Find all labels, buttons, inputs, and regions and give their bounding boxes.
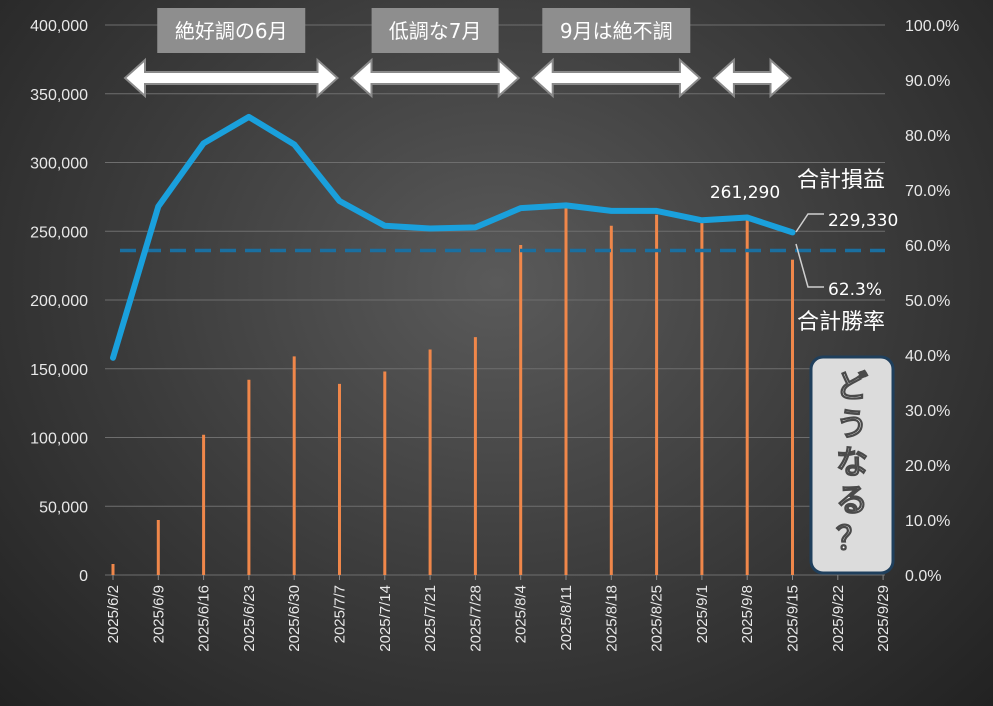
right-tick-label: 100.0% [905,18,959,35]
x-tick-label: 2025/7/28 [467,585,484,652]
right-tick-label: 40.0% [905,348,950,365]
x-tick-label: 2025/6/2 [105,585,122,643]
period-banner-label: 絶好調の6月 [175,19,288,43]
right-tick-label: 10.0% [905,513,950,530]
bar [428,349,432,575]
series-label-winrate: 合計勝率 [797,310,885,335]
x-tick-label: 2025/9/8 [739,585,756,643]
right-axis-ticks: 0.0% 10.0% 20.0% 30.0% 40.0% 50.0% 60.0% 70.0% 8… [905,18,959,585]
bar [202,434,206,575]
bar [292,356,296,575]
x-tick-label: 2025/7/14 [377,585,394,652]
right-tick-label: 20.0% [905,458,950,475]
period-arrows [123,57,792,99]
bar [655,214,659,575]
bar [247,379,251,575]
period-banner-label: 低調な7月 [389,19,482,43]
x-tick-label: 2025/7/7 [332,585,349,643]
leader-line [795,243,824,288]
bar [700,223,704,575]
x-tick-label: 2025/6/9 [150,585,167,643]
x-tick-label: 2025/6/23 [241,585,258,652]
bar [473,337,477,575]
left-tick-label: 0 [79,568,88,585]
bar [745,215,749,575]
x-tick-label: 2025/6/16 [196,585,213,652]
period-banner-label: 9月は絶不調 [560,19,673,43]
left-axis-ticks: 0 50,000 100,000 150,000 200,000 250,000 300,0… [30,18,88,585]
callout-char: ど [836,367,868,405]
callout-char: ？ [836,519,868,557]
right-tick-label: 30.0% [905,403,950,420]
x-tick-label: 2025/8/11 [558,585,575,651]
callout-rect [809,355,895,575]
period-banner-box [157,8,306,53]
left-tick-label: 50,000 [39,499,88,516]
bar [338,383,341,575]
left-tick-label: 200,000 [30,293,88,310]
series-label-profit: 合計損益 [797,168,885,193]
left-tick-label: 350,000 [30,87,88,104]
line-series [110,113,796,361]
left-tick-label: 100,000 [30,431,88,448]
left-tick-label: 250,000 [30,224,88,241]
bar [519,245,523,575]
left-tick-label: 300,000 [30,156,88,173]
x-axis-ticks: 2025/6/2 2025/6/9 2025/6/16 2025/6/23 2025/6… [105,575,892,652]
x-tick-label: 2025/7/21 [422,585,439,652]
period-banner-box [542,8,691,53]
double-arrow [712,57,792,99]
right-tick-label: 80.0% [905,128,950,145]
x-tick-label: 2025/9/1 [694,585,711,643]
line-value-label: 62.3% [828,280,882,300]
x-tick-label: 2025/9/29 [875,585,892,652]
gridlines [105,24,885,576]
callout-char: う [836,405,868,443]
callout-char: な [836,443,868,481]
bar-series [111,206,794,575]
x-tick-label: 2025/9/15 [785,585,802,652]
bar [111,564,115,575]
bar [156,520,160,575]
bar [791,259,794,575]
x-tick-label: 2025/9/22 [830,585,847,652]
leader-line [795,213,824,233]
double-arrow [350,57,521,99]
x-tick-label: 2025/6/30 [286,585,303,652]
right-tick-label: 90.0% [905,73,950,90]
right-tick-label: 60.0% [905,238,950,255]
win-rate-line [110,113,796,361]
right-tick-label: 50.0% [905,293,950,310]
bar [564,206,568,575]
right-tick-label: 70.0% [905,183,950,200]
callout-char: る [836,481,868,519]
bar-value-label: 229,330 [828,211,898,231]
left-tick-label: 150,000 [30,362,88,379]
double-arrow [123,57,339,99]
x-tick-label: 2025/8/25 [649,585,666,652]
bar-value-label: 261,290 [710,183,780,203]
x-tick-label: 2025/8/4 [513,585,530,643]
double-arrow [531,57,702,99]
bar [609,225,613,575]
left-tick-label: 400,000 [30,18,88,35]
x-tick-label: 2025/8/18 [603,585,620,652]
right-tick-label: 0.0% [905,568,941,585]
period-banner-box [371,8,499,53]
period-banners: 絶好調の6月 低調な7月 9月は絶不調 [157,8,691,53]
bar [383,371,387,575]
